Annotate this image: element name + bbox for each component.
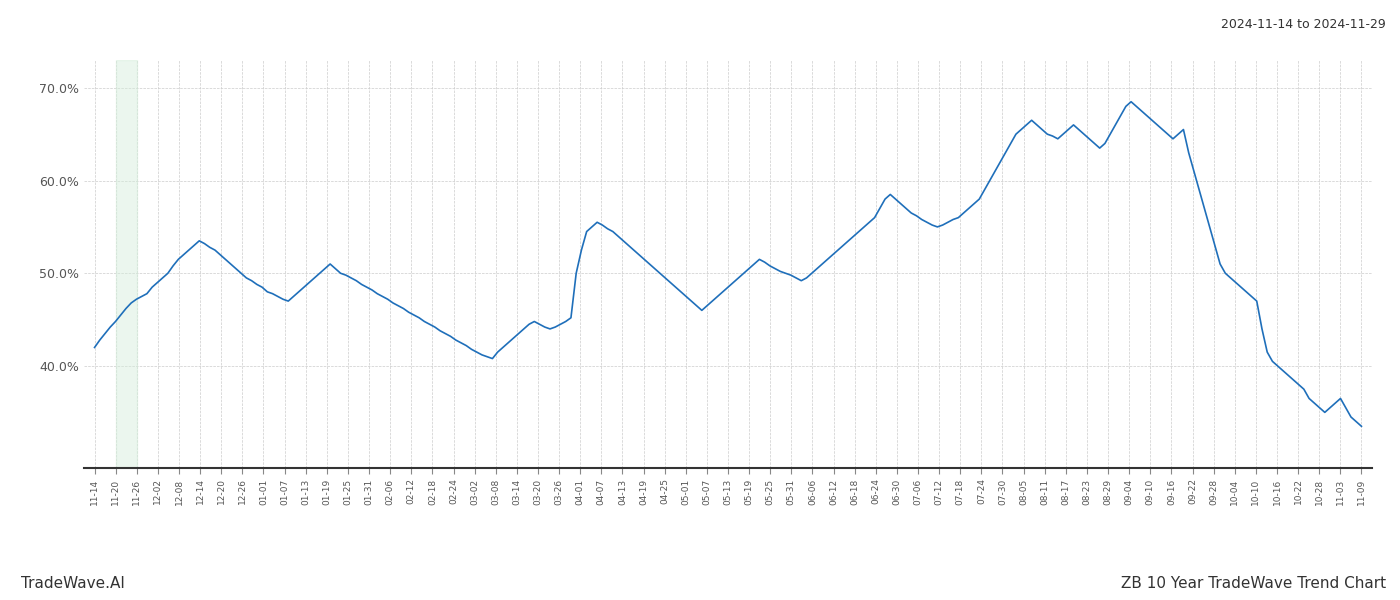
Text: ZB 10 Year TradeWave Trend Chart: ZB 10 Year TradeWave Trend Chart xyxy=(1121,576,1386,591)
Text: TradeWave.AI: TradeWave.AI xyxy=(21,576,125,591)
Text: 2024-11-14 to 2024-11-29: 2024-11-14 to 2024-11-29 xyxy=(1221,18,1386,31)
Bar xyxy=(116,60,137,468)
